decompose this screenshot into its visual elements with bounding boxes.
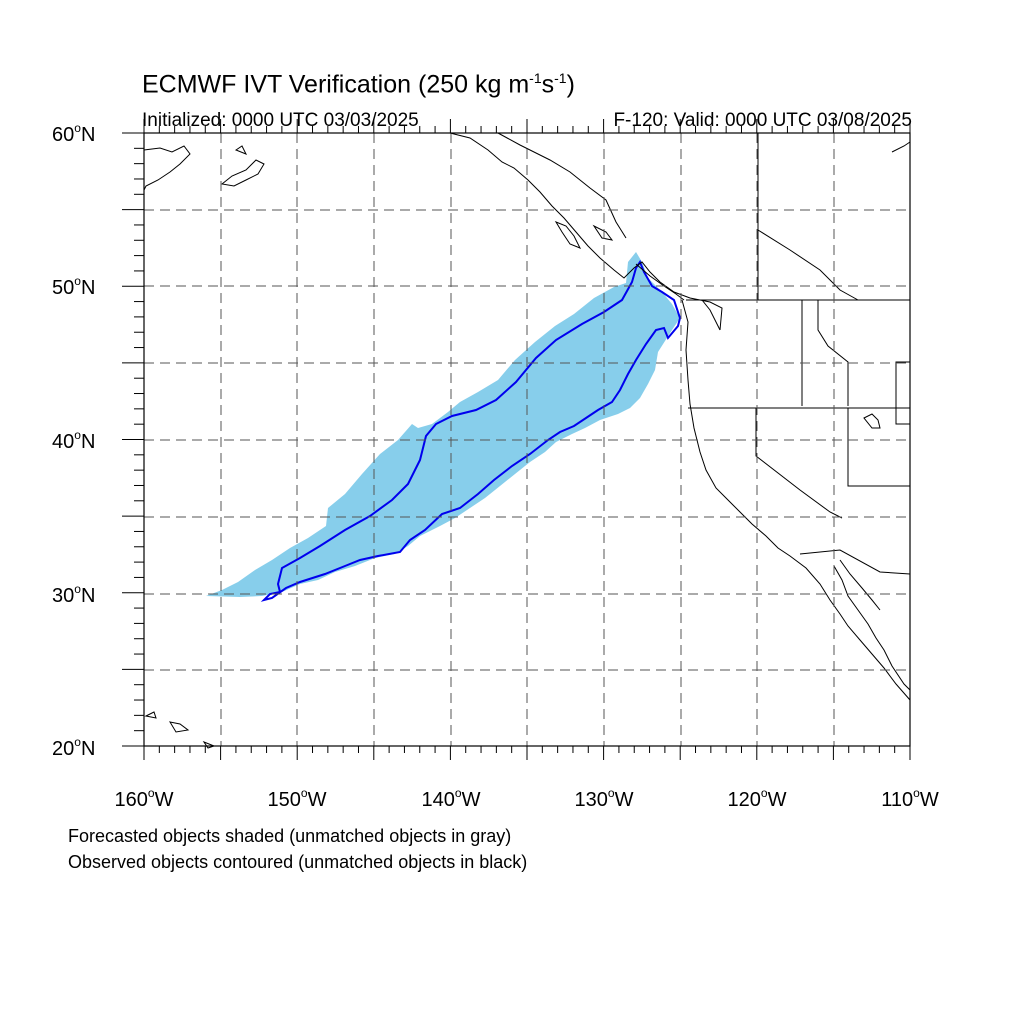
initialized-time: Initialized: 0000 UTC 03/03/2025 (142, 110, 419, 131)
graticule (144, 133, 910, 746)
lat-label-60: 60oN (52, 121, 96, 146)
observed-contour (260, 259, 682, 602)
lon-label-140: 140oW (421, 786, 481, 811)
lat-label-50: 50oN (52, 274, 96, 299)
lat-label-20: 20oN (52, 735, 96, 760)
lat-label-40: 40oN (52, 428, 96, 453)
forecast-object (206, 252, 680, 597)
lon-label-130: 130oW (574, 786, 634, 811)
legend-observed-note: Observed objects contoured (unmatched ob… (68, 852, 528, 872)
lat-label-30: 30oN (52, 582, 96, 607)
legend-forecast-note: Forecasted objects shaded (unmatched obj… (68, 826, 512, 846)
lon-label-110: 110oW (881, 786, 939, 811)
observed-object (260, 259, 682, 602)
forecast-shading (206, 252, 680, 597)
lon-label-120: 120oW (727, 786, 787, 811)
axis-ticks (122, 119, 911, 760)
valid-time: F-120: Valid: 0000 UTC 03/08/2025 (613, 110, 912, 131)
lon-label-150: 150oW (267, 786, 327, 811)
lon-label-160: 160oW (114, 786, 174, 811)
map-title: ECMWF IVT Verification (250 kg m-1s-1) (142, 70, 575, 99)
